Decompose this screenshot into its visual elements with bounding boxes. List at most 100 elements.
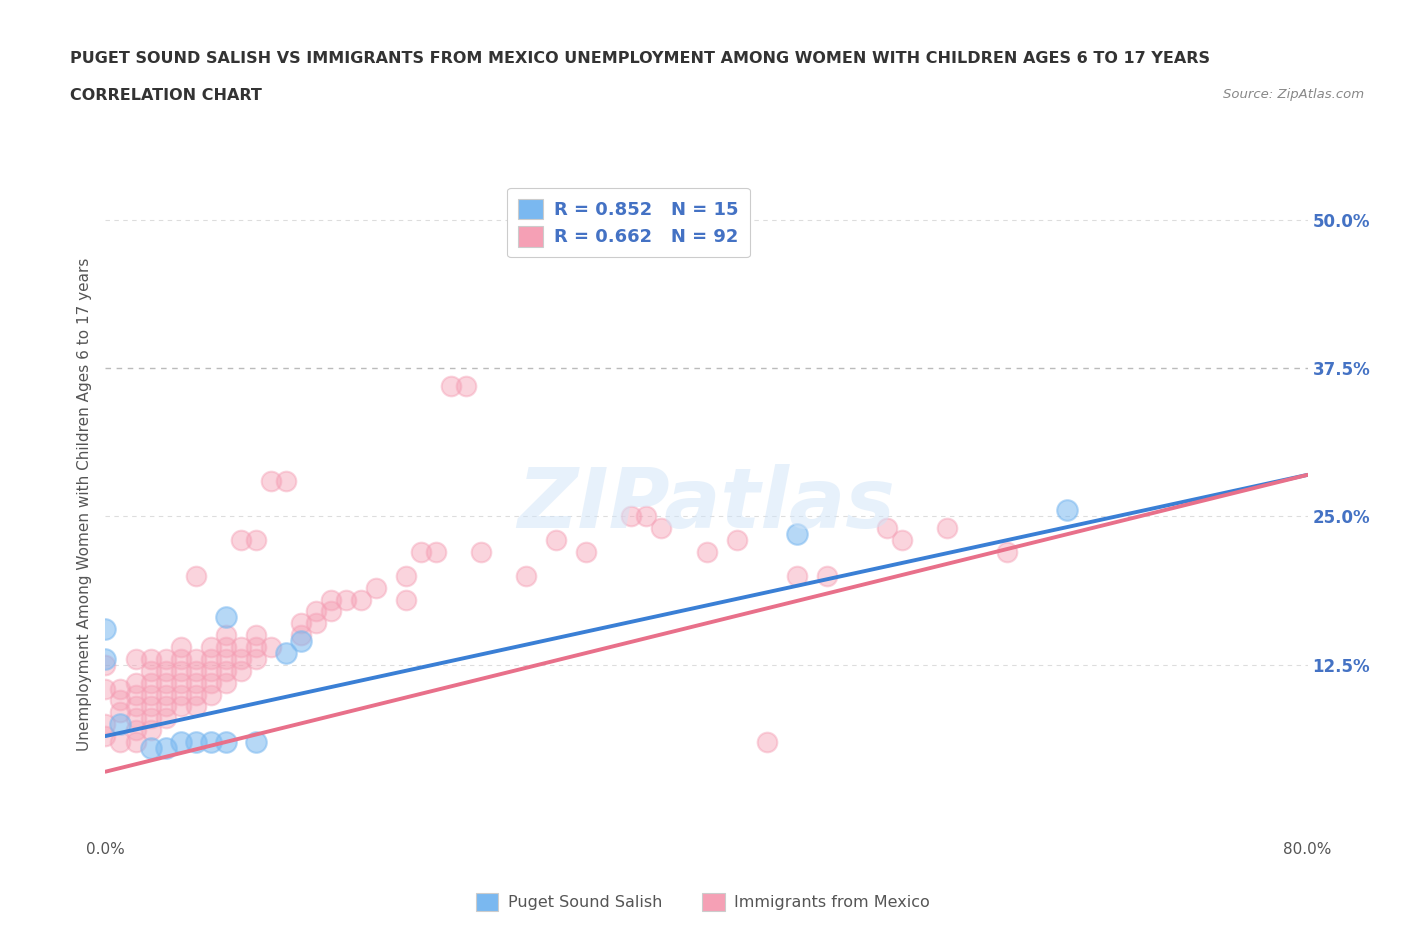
Point: [184, 663, 207, 678]
Point: [245, 533, 267, 548]
Point: [335, 592, 357, 607]
Text: CORRELATION CHART: CORRELATION CHART: [70, 88, 262, 103]
Point: [229, 651, 252, 666]
Point: [184, 675, 207, 690]
Point: [440, 379, 463, 393]
Point: [139, 723, 162, 737]
Point: [245, 640, 267, 655]
Point: [200, 687, 222, 702]
Point: [214, 628, 236, 643]
Point: [1056, 503, 1078, 518]
Point: [139, 663, 162, 678]
Point: [110, 693, 132, 708]
Point: [290, 633, 312, 648]
Point: [110, 681, 132, 696]
Point: [169, 663, 191, 678]
Point: [725, 533, 748, 548]
Point: [200, 651, 222, 666]
Point: [200, 640, 222, 655]
Point: [319, 604, 342, 618]
Point: [409, 545, 432, 560]
Point: [169, 651, 191, 666]
Point: [184, 699, 207, 714]
Point: [229, 663, 252, 678]
Point: [110, 705, 132, 720]
Point: [169, 640, 191, 655]
Point: [155, 675, 177, 690]
Point: [214, 675, 236, 690]
Text: ZIPatlas: ZIPatlas: [517, 464, 896, 545]
Point: [94, 622, 117, 637]
Legend: Puget Sound Salish, Immigrants from Mexico: Puget Sound Salish, Immigrants from Mexi…: [470, 886, 936, 917]
Point: [169, 735, 191, 750]
Point: [169, 675, 191, 690]
Point: [214, 735, 236, 750]
Text: Source: ZipAtlas.com: Source: ZipAtlas.com: [1223, 88, 1364, 101]
Point: [110, 735, 132, 750]
Point: [395, 568, 418, 583]
Point: [139, 675, 162, 690]
Point: [94, 681, 117, 696]
Point: [214, 663, 236, 678]
Point: [94, 717, 117, 732]
Point: [169, 687, 191, 702]
Point: [305, 616, 328, 631]
Point: [200, 675, 222, 690]
Point: [124, 699, 146, 714]
Point: [200, 663, 222, 678]
Point: [124, 711, 146, 725]
Point: [94, 728, 117, 743]
Point: [395, 592, 418, 607]
Point: [155, 663, 177, 678]
Point: [515, 568, 537, 583]
Point: [454, 379, 477, 393]
Point: [650, 521, 672, 536]
Point: [290, 616, 312, 631]
Point: [155, 687, 177, 702]
Point: [214, 651, 236, 666]
Point: [245, 651, 267, 666]
Point: [139, 687, 162, 702]
Point: [124, 675, 146, 690]
Point: [936, 521, 959, 536]
Point: [620, 509, 643, 524]
Point: [876, 521, 898, 536]
Point: [470, 545, 492, 560]
Point: [139, 740, 162, 755]
Point: [245, 628, 267, 643]
Point: [786, 526, 808, 541]
Point: [184, 651, 207, 666]
Point: [995, 545, 1018, 560]
Point: [155, 740, 177, 755]
Point: [214, 610, 236, 625]
Point: [696, 545, 718, 560]
Point: [229, 533, 252, 548]
Legend: R = 0.852   N = 15, R = 0.662   N = 92: R = 0.852 N = 15, R = 0.662 N = 92: [508, 188, 749, 258]
Point: [184, 568, 207, 583]
Point: [184, 735, 207, 750]
Point: [124, 651, 146, 666]
Point: [890, 533, 912, 548]
Text: PUGET SOUND SALISH VS IMMIGRANTS FROM MEXICO UNEMPLOYMENT AMONG WOMEN WITH CHILD: PUGET SOUND SALISH VS IMMIGRANTS FROM ME…: [70, 51, 1211, 66]
Point: [274, 473, 297, 488]
Point: [155, 651, 177, 666]
Point: [245, 735, 267, 750]
Point: [350, 592, 373, 607]
Point: [155, 711, 177, 725]
Point: [786, 568, 808, 583]
Point: [110, 717, 132, 732]
Point: [200, 735, 222, 750]
Point: [364, 580, 387, 595]
Point: [290, 628, 312, 643]
Point: [546, 533, 568, 548]
Point: [229, 640, 252, 655]
Point: [260, 473, 283, 488]
Point: [260, 640, 283, 655]
Point: [94, 651, 117, 666]
Point: [124, 687, 146, 702]
Point: [124, 723, 146, 737]
Point: [274, 645, 297, 660]
Point: [425, 545, 447, 560]
Point: [319, 592, 342, 607]
Point: [139, 651, 162, 666]
